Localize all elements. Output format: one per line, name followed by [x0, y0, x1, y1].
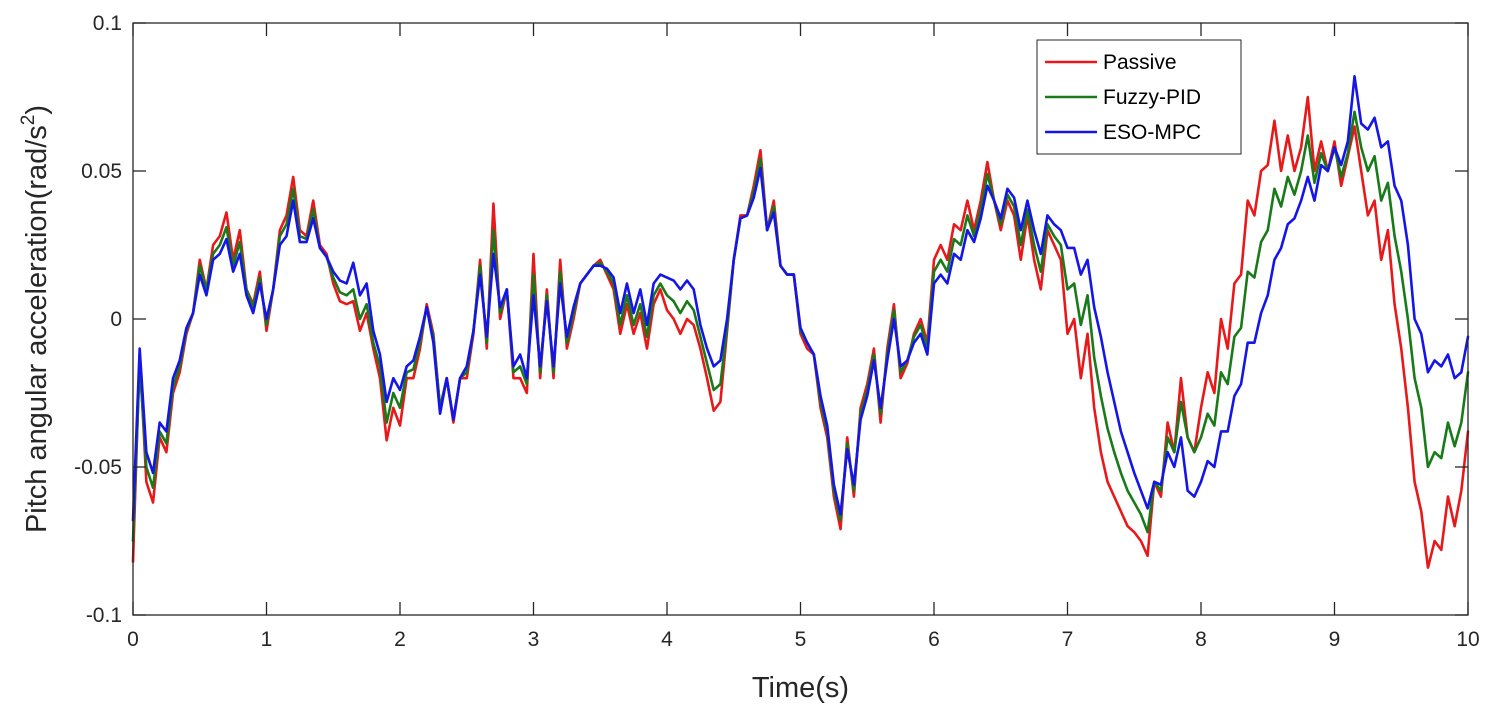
legend-label: Passive	[1103, 51, 1177, 74]
x-tick-label: 9	[1329, 628, 1341, 651]
legend-label: ESO-MPC	[1103, 121, 1201, 144]
legend: Passive Fuzzy-PID ESO-MPC	[1036, 39, 1242, 155]
x-tick-label: 2	[394, 628, 406, 651]
y-axis: -0.1 -0.05 0 0.05 0.1	[74, 12, 1468, 627]
x-tick-label: 5	[795, 628, 807, 651]
legend-items: Passive Fuzzy-PID ESO-MPC	[1045, 51, 1201, 144]
x-tick-label: 6	[928, 628, 940, 651]
legend-label: Fuzzy-PID	[1103, 86, 1201, 109]
x-tick-label: 0	[127, 628, 139, 651]
series-line-passive	[131, 95, 1470, 569]
y-axis-label-close: )	[21, 105, 53, 115]
x-tick-label: 10	[1456, 628, 1479, 651]
series-line-eso-mpc	[131, 74, 1470, 522]
y-tick-label: 0.05	[81, 160, 122, 183]
x-tick-label: 7	[1062, 628, 1074, 651]
y-tick-label: -0.05	[74, 456, 122, 479]
y-tick-label: -0.1	[86, 604, 122, 627]
y-tick-label: 0.1	[93, 12, 122, 35]
plot-area	[131, 22, 1470, 616]
x-tick-label: 3	[528, 628, 540, 651]
x-axis-label: Time(s)	[752, 672, 849, 704]
x-tick-label: 8	[1195, 628, 1207, 651]
x-axis: 0 1 2 3 4 5 6 7 8 9 10	[127, 23, 1480, 651]
x-tick-label: 4	[661, 628, 673, 651]
y-axis-label: Pitch angular acceleration(rad/s2)	[18, 105, 53, 533]
y-tick-label: 0	[110, 308, 122, 331]
y-axis-label-superscript: 2	[18, 115, 39, 126]
y-axis-label-main: Pitch angular acceleration(rad/s	[21, 125, 53, 533]
x-tick-label: 1	[261, 628, 273, 651]
series-group	[131, 74, 1470, 569]
